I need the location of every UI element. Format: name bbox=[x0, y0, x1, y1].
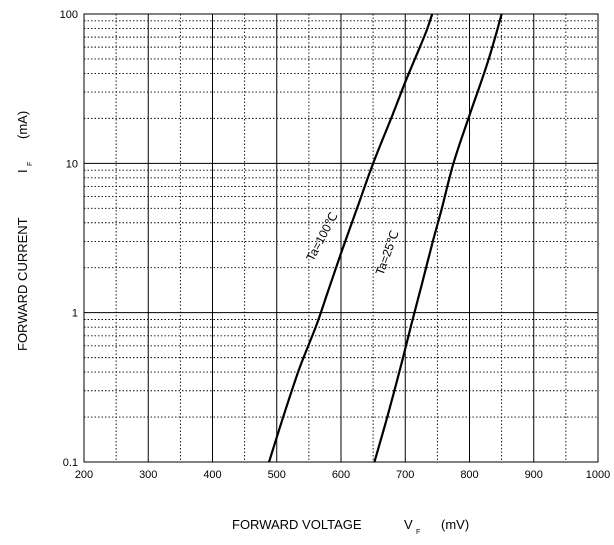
curves bbox=[267, 13, 503, 463]
x-axis-subscript: F bbox=[416, 529, 420, 536]
x-tick-label: 500 bbox=[268, 469, 286, 481]
x-axis-symbol: V bbox=[404, 517, 413, 532]
x-axis-unit: (mV) bbox=[441, 517, 469, 532]
y-tick-label: 1 bbox=[72, 308, 78, 320]
x-tick-label: 600 bbox=[332, 469, 350, 481]
x-tick-label: 1000 bbox=[586, 469, 610, 481]
y-tick-labels: 0.1 1 10 100 bbox=[60, 9, 78, 469]
x-tick-labels: 200 300 400 500 600 700 800 900 1000 bbox=[75, 469, 610, 481]
curve-label-ta25: Ta=25℃ bbox=[373, 229, 402, 277]
y-axis-subscript: F bbox=[27, 162, 34, 166]
y-axis-title: FORWARD CURRENT I F (mA) bbox=[15, 111, 34, 351]
y-axis-symbol: I bbox=[15, 169, 30, 173]
y-tick-label: 10 bbox=[66, 158, 78, 170]
x-tick-label: 200 bbox=[75, 469, 93, 481]
plot-frame bbox=[83, 13, 599, 463]
curve-ta100 bbox=[267, 13, 434, 463]
x-axis-title-text: FORWARD VOLTAGE bbox=[232, 517, 362, 532]
y-tick-label: 100 bbox=[60, 9, 78, 21]
y-axis-unit: (mA) bbox=[15, 111, 30, 139]
curve-ta25 bbox=[373, 13, 503, 463]
x-tick-label: 900 bbox=[525, 469, 543, 481]
x-tick-label: 400 bbox=[203, 469, 221, 481]
x-axis-title: FORWARD VOLTAGE V F (mV) bbox=[232, 517, 469, 536]
major-grid bbox=[84, 14, 598, 462]
x-tick-label: 300 bbox=[139, 469, 157, 481]
x-tick-label: 700 bbox=[396, 469, 414, 481]
y-tick-label: 0.1 bbox=[63, 457, 78, 469]
x-tick-label: 800 bbox=[460, 469, 478, 481]
y-axis-title-text: FORWARD CURRENT bbox=[15, 217, 30, 351]
